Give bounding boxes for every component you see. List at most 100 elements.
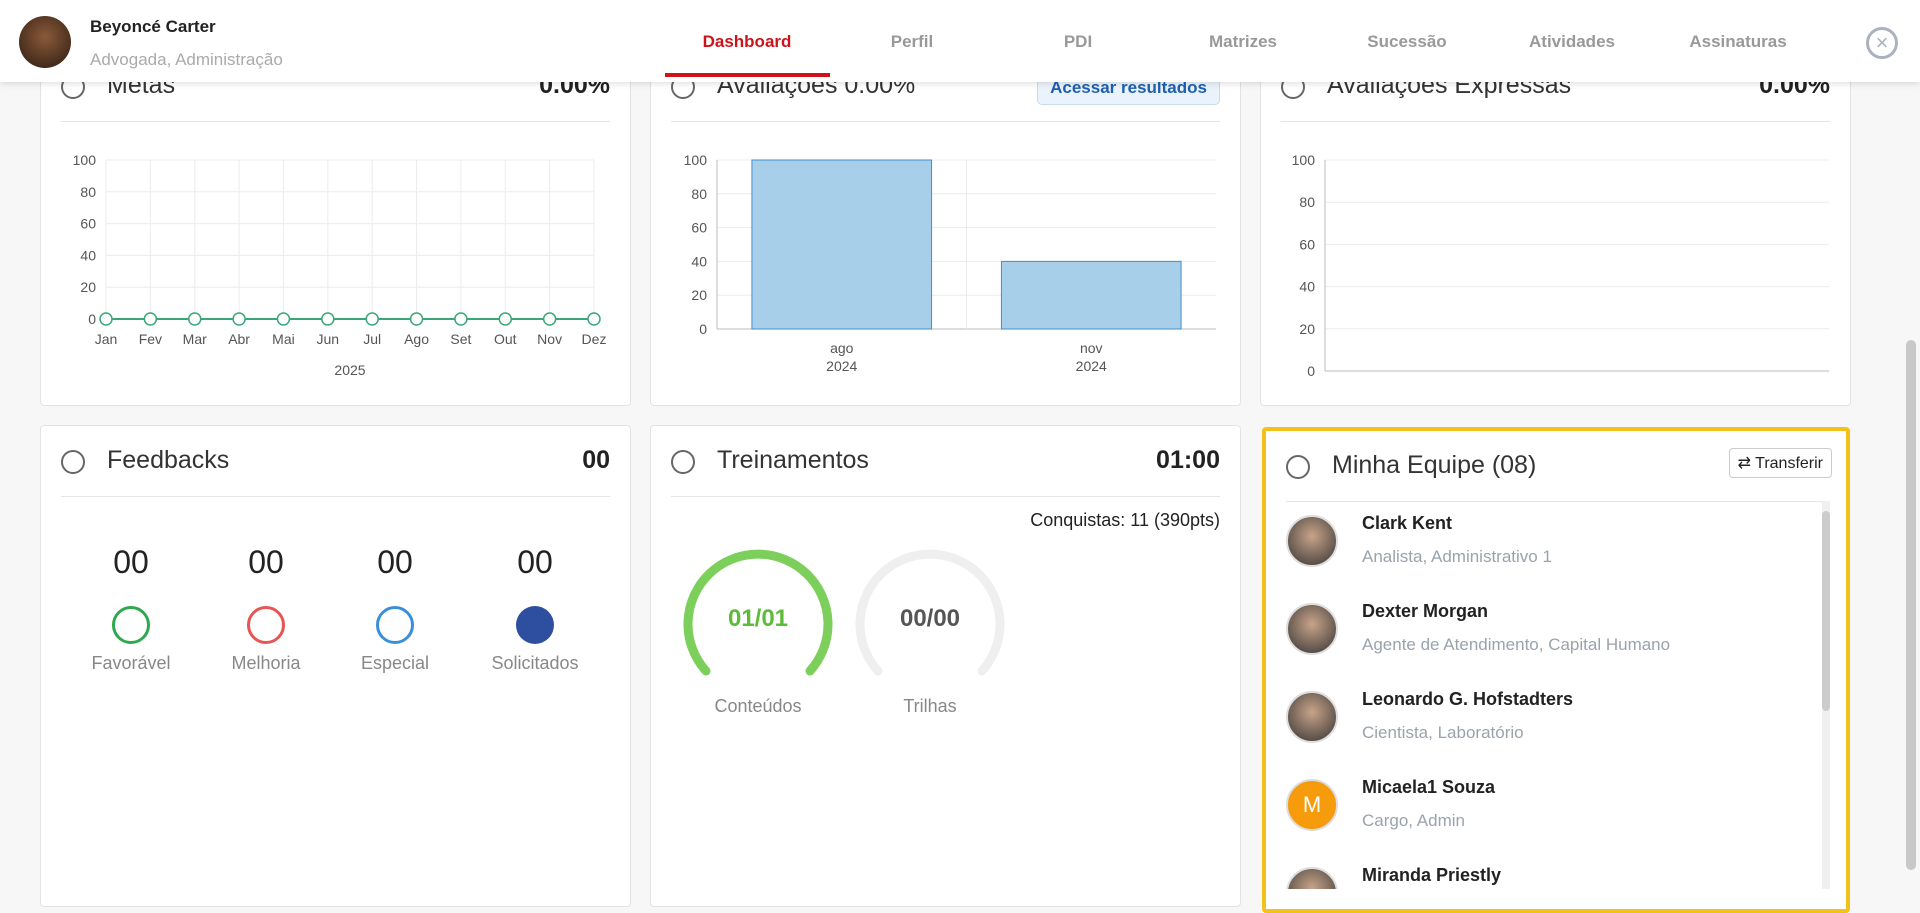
point (587, 312, 601, 326)
feedback-icon (247, 606, 285, 644)
divider (61, 121, 610, 122)
chart: 0 20 40 60 80 100 ago 2024 nov 2024 (684, 152, 1216, 374)
feedback-icon (516, 606, 554, 644)
user-role: Advogada, Administração (90, 50, 283, 69)
x-tick-label: Jan (95, 331, 118, 347)
divider (671, 121, 1220, 122)
member-role: Agente de Atendimento, Capital Humano (1362, 635, 1671, 654)
y-tick-label: 20 (80, 279, 96, 295)
x-tick-label: Set (450, 331, 471, 347)
member-name[interactable]: Micaela1 Souza (1362, 777, 1496, 797)
y-tick-label: 80 (80, 184, 96, 200)
y-tick-label: 20 (1299, 321, 1315, 337)
x-tick-label: Jun (317, 331, 340, 347)
point (321, 312, 335, 326)
y-tick-label: 100 (684, 152, 708, 168)
x-tick-label: ago (830, 340, 854, 356)
close-button[interactable]: × (1866, 27, 1898, 59)
feedback-count: 00 (377, 544, 413, 580)
feedback-icon (376, 606, 414, 644)
icon (1286, 455, 1310, 479)
gauge-arc (683, 549, 833, 676)
transfer-button[interactable]: ⇄ Transferir (1728, 448, 1832, 478)
member-avatar[interactable]: M (1286, 779, 1338, 831)
member-name[interactable]: Clark Kent (1362, 513, 1453, 533)
x-tick-label: Out (494, 331, 517, 347)
member-avatar[interactable] (1286, 603, 1338, 655)
point (498, 312, 513, 326)
x-tick-label: Dez (582, 331, 607, 347)
y-tick-label: 60 (691, 220, 707, 236)
y-tick-label: 20 (691, 287, 707, 303)
nav-tab[interactable]: PDI (1063, 32, 1093, 51)
x-tick-label: Mai (272, 331, 295, 347)
member-name[interactable]: Leonardo G. Hofstadters (1362, 689, 1574, 709)
card-title: Feedbacks (107, 446, 230, 474)
feedback-count: 00 (248, 544, 284, 580)
y-tick-label: 0 (1307, 363, 1315, 379)
feedback-count: 00 (113, 544, 149, 580)
divider (61, 496, 610, 497)
y-tick-label: 80 (691, 186, 707, 202)
active-tab-indicator (665, 73, 830, 77)
card-value: 00 (582, 446, 610, 474)
nav-tab[interactable]: Assinaturas (1689, 32, 1787, 51)
point (542, 312, 557, 326)
gauge-label: Conteúdos (714, 696, 802, 716)
member-role: Cargo, Admin (1362, 811, 1465, 830)
equipe-card: Minha Equipe (08) ⇄ Transferir Clark Ken… (1262, 427, 1850, 913)
icon (61, 450, 85, 474)
member-avatar[interactable] (1286, 867, 1338, 889)
divider (1286, 501, 1826, 502)
point (409, 312, 424, 326)
nav-tab[interactable]: Dashboard (702, 32, 792, 51)
scrollbar (1822, 501, 1830, 889)
x-tick-label: Nov (537, 331, 562, 347)
point (143, 312, 158, 326)
chart: 0 20 40 60 80 100 Jan Fev Mar Abr Mai Jun Jul Ago Set O… (73, 152, 607, 378)
x-tick-label: 2024 (1076, 358, 1107, 374)
member-avatar[interactable] (1286, 515, 1338, 567)
avaliacoes-card: Avaliações 0.00% Acessar resultados 0 20 4… (650, 50, 1241, 406)
member-avatar[interactable] (1286, 691, 1338, 743)
gauge (683, 549, 833, 676)
gauge-label: Trilhas (903, 696, 957, 716)
gauge-value: 00/00 (899, 605, 961, 632)
y-tick-label: 0 (88, 311, 96, 327)
feedback-label: Solicitados (491, 653, 579, 673)
y-tick-label: 100 (73, 152, 97, 168)
x-tick-label: 2024 (826, 358, 857, 374)
point (99, 312, 113, 326)
y-tick-label: 60 (80, 216, 96, 232)
treinamentos-card: Treinamentos 01:00 Conquistas: 11 (390pt… (650, 425, 1241, 907)
y-tick-label: 40 (80, 247, 96, 263)
member-name[interactable]: Miranda Priestly (1362, 865, 1502, 885)
x-tick-label: Fev (139, 331, 162, 347)
member-role: Analista, Administrativo 1 (1362, 547, 1552, 566)
divider (1281, 121, 1830, 122)
button-label: Transferir (1755, 455, 1823, 472)
card-title: Treinamentos (717, 446, 869, 474)
member-name[interactable]: Dexter Morgan (1362, 601, 1489, 621)
y-tick-label: 40 (691, 253, 707, 269)
x-tick-label: nov (1080, 340, 1103, 356)
point (454, 312, 468, 326)
conquistas: Conquistas: 11 (390pts) (1030, 510, 1220, 530)
nav-tab[interactable]: Matrizes (1208, 32, 1278, 51)
member-role: Cientista, Laboratório (1362, 723, 1524, 742)
feedback-icon (112, 606, 150, 644)
nav-tab[interactable]: Atividades (1529, 32, 1615, 51)
icon (671, 450, 695, 474)
user-avatar[interactable] (19, 16, 71, 68)
bar (751, 159, 933, 330)
nav-tab[interactable]: Perfil (890, 32, 934, 51)
bar (1000, 260, 1182, 330)
feedback-label: Especial (360, 653, 430, 673)
nav-tab[interactable]: Sucessão (1367, 32, 1447, 51)
member-list: Clark Kent Analista, Administrativo 1 Dext… (1280, 501, 1820, 889)
feedback-label: Favorável (91, 653, 171, 673)
x-tick-label: Ago (404, 331, 429, 347)
y-tick-label: 0 (699, 321, 707, 337)
feedback-count: 00 (517, 544, 553, 580)
